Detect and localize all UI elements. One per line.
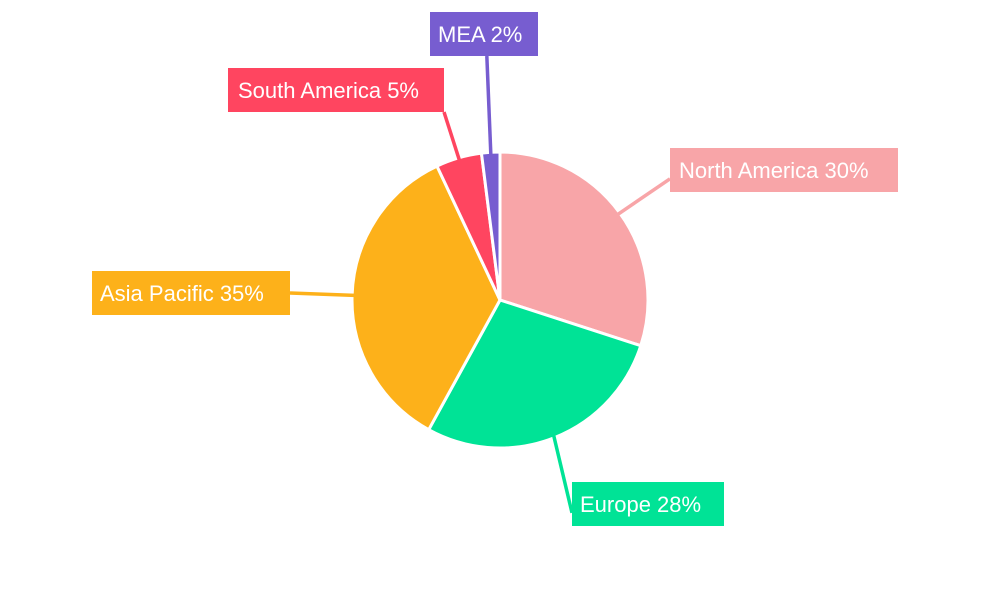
leader-line-europe: [552, 435, 574, 514]
slice-label-box-europe: [572, 482, 724, 526]
slice-label-asia-pacific: Asia Pacific 35%: [92, 271, 290, 315]
leader-lines: [289, 55, 671, 514]
slice-label-europe: Europe 28%: [572, 482, 724, 526]
leader-line-mea: [485, 55, 493, 155]
slice-label-text-south-america: South America 5%: [238, 78, 419, 103]
leader-line-asia-pacific: [289, 291, 355, 298]
pie-slices: [350, 150, 650, 450]
slice-label-text-mea: MEA 2%: [438, 22, 522, 47]
slice-label-box-south-america: [228, 68, 444, 112]
slice-label-south-america: South America 5%: [228, 68, 444, 112]
slice-label-mea: MEA 2%: [430, 12, 538, 56]
slice-label-text-europe: Europe 28%: [580, 492, 701, 517]
slice-label-box-asia-pacific: [92, 271, 290, 315]
leader-line-north-america: [617, 177, 671, 216]
slice-labels: North America 30% Europe 28% Asia Pacific …: [92, 12, 898, 526]
slice-label-text-asia-pacific: Asia Pacific 35%: [100, 281, 264, 306]
slice-label-box-mea: [430, 12, 538, 56]
slice-label-text-north-america: North America 30%: [679, 158, 869, 183]
leader-line-south-america: [442, 111, 461, 161]
slice-label-box-north-america: [670, 148, 898, 192]
slice-label-north-america: North America 30%: [670, 148, 898, 192]
